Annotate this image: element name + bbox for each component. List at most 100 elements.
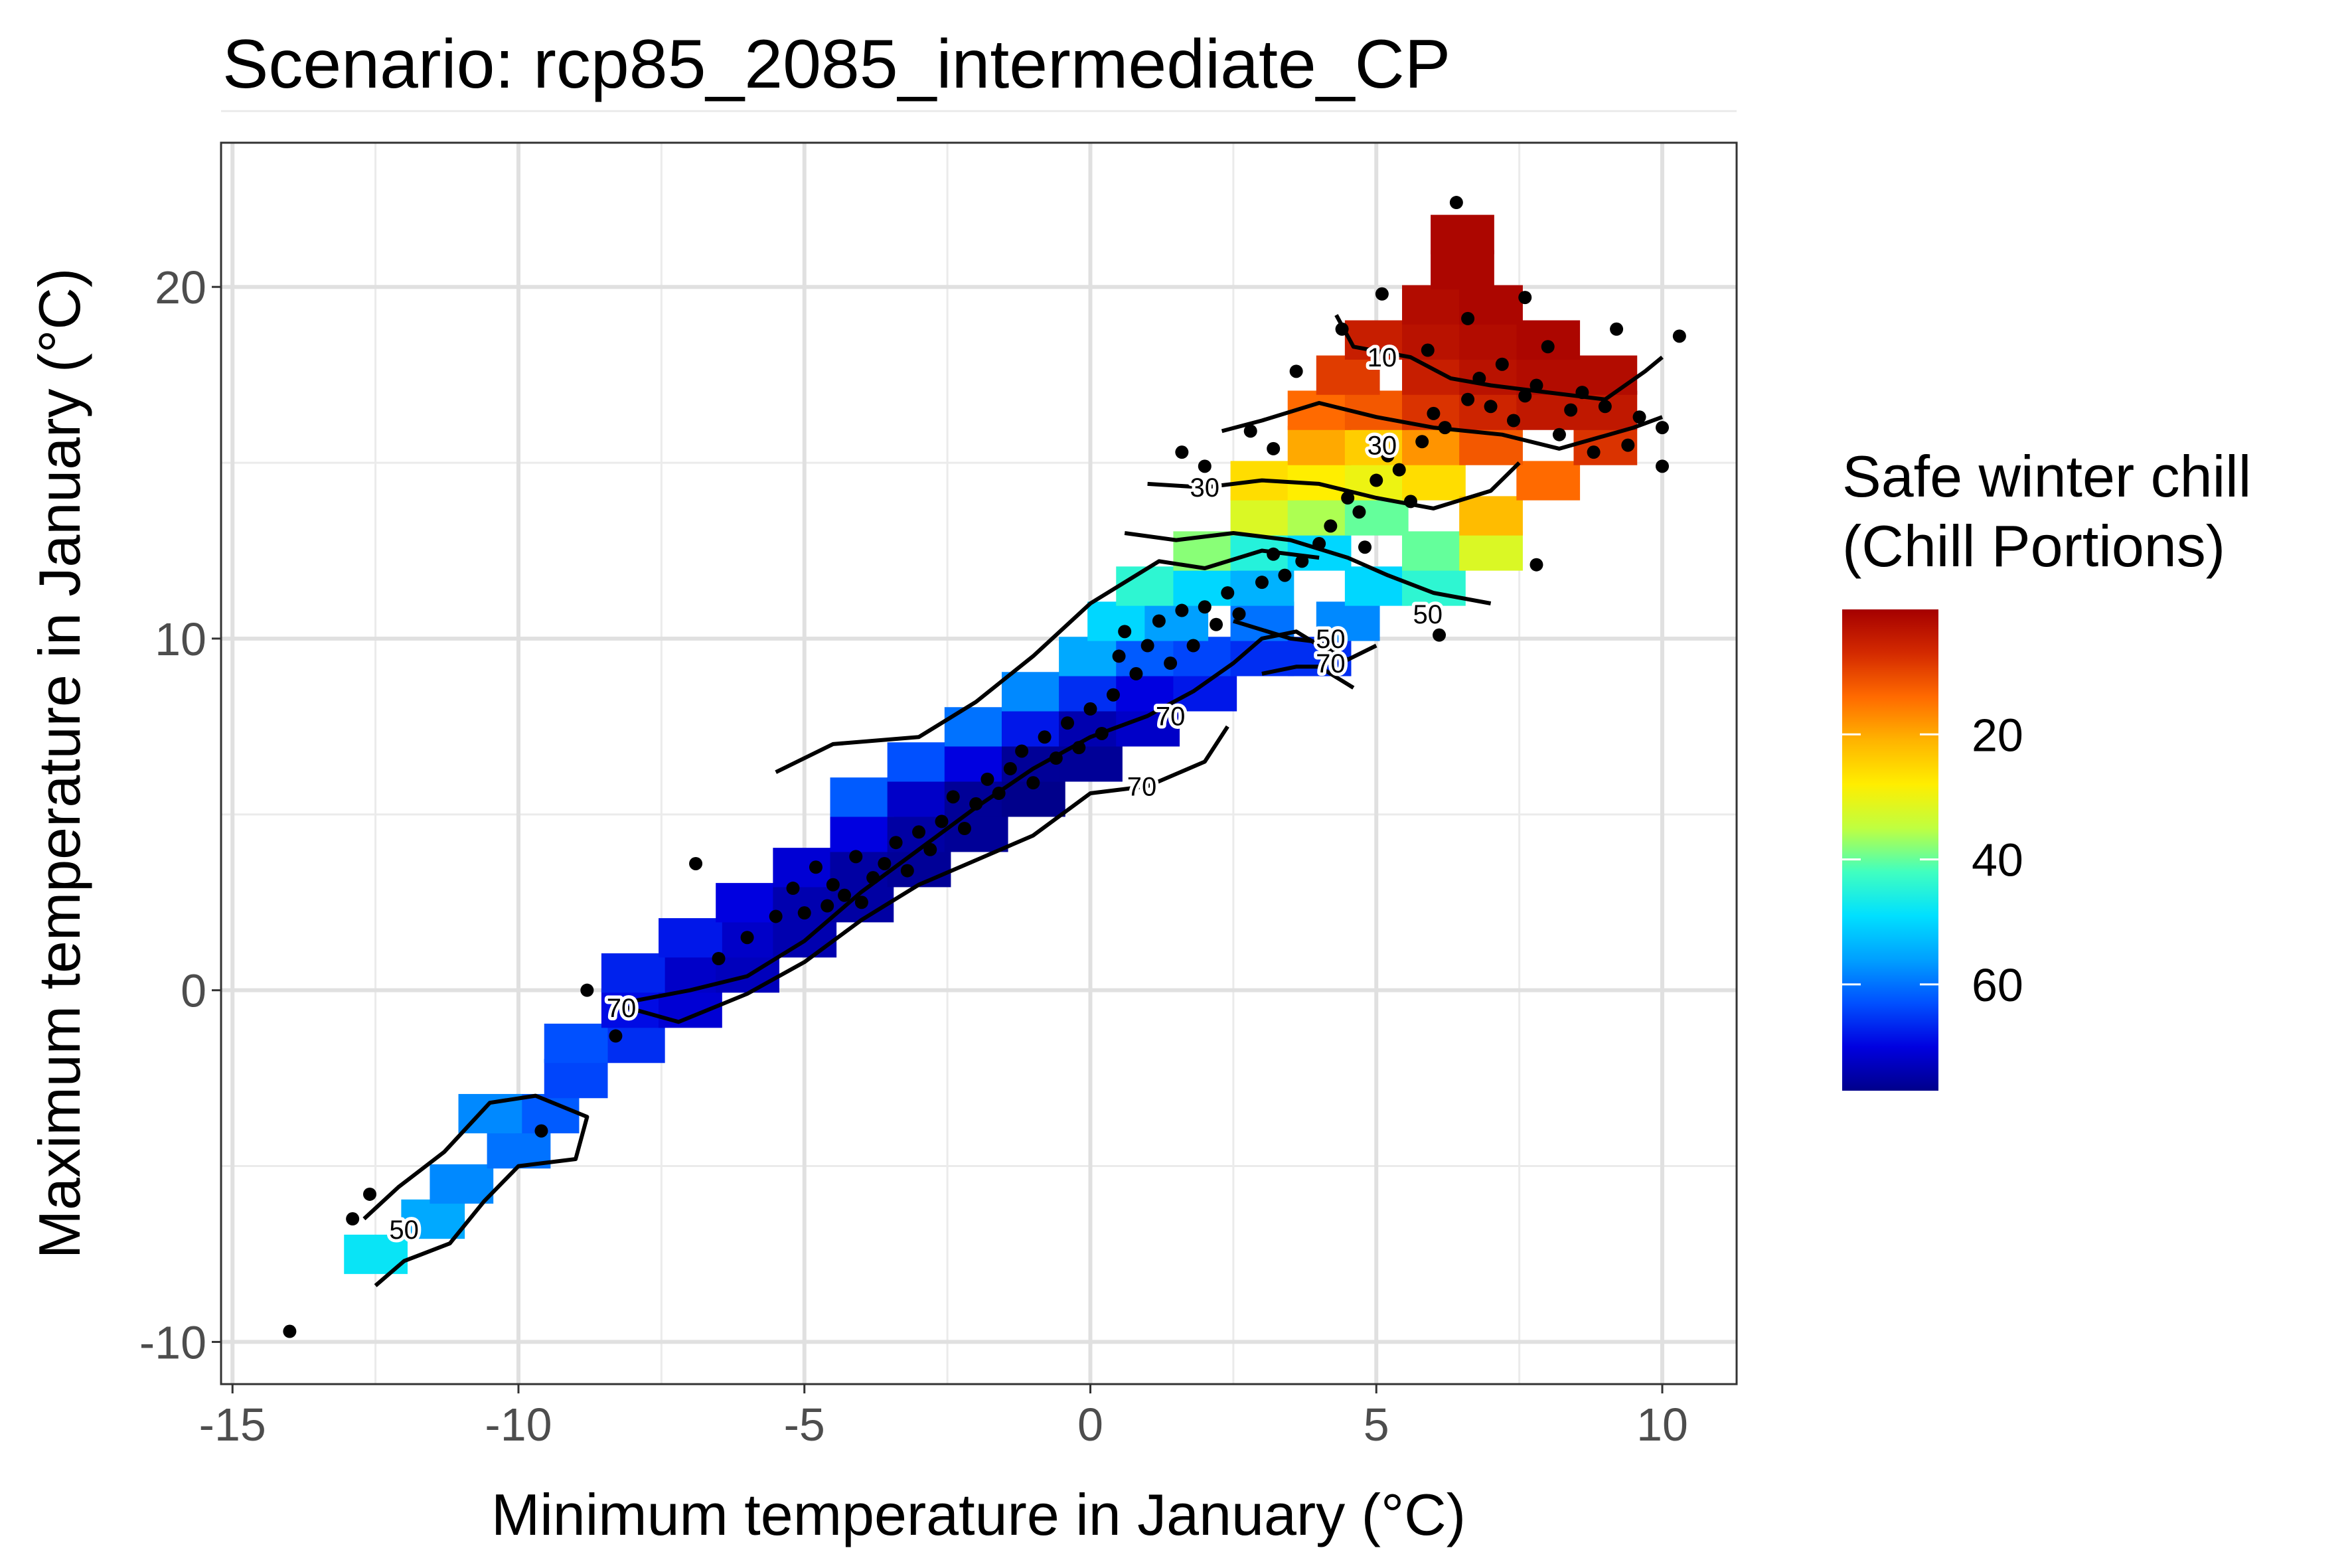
observation-point: [826, 878, 840, 892]
observation-point: [609, 1029, 623, 1043]
observation-point: [786, 882, 800, 896]
panel-border: [220, 141, 1738, 1385]
contour-line-50: [775, 548, 1320, 774]
observation-point: [1621, 438, 1635, 452]
y-tick-label: -10: [139, 1316, 206, 1368]
surface-cell: [544, 1058, 608, 1099]
observation-point: [1427, 406, 1441, 420]
observation-point: [809, 860, 823, 874]
observation-point: [838, 888, 852, 902]
y-tick-label: 20: [155, 262, 206, 313]
contour-label: 70: [1156, 702, 1186, 731]
observation-point: [1095, 726, 1109, 740]
observation-point: [866, 871, 880, 885]
surface-cell: [1402, 355, 1466, 395]
x-tick-label: -15: [199, 1399, 266, 1450]
surface-cell: [601, 1024, 665, 1063]
observation-point: [1461, 311, 1475, 325]
legend-tick-label: 60: [1972, 959, 2023, 1011]
surface-cell: [430, 1164, 494, 1204]
surface-cell: [1459, 496, 1523, 536]
observation-point: [992, 787, 1006, 801]
observation-point: [1358, 540, 1372, 554]
observation-point: [1518, 389, 1532, 403]
observation-point: [1552, 428, 1566, 441]
surface-cell: [716, 953, 779, 993]
legend-colorbar: [1842, 609, 1938, 1091]
observation-point: [1461, 392, 1475, 406]
observation-point: [1038, 730, 1052, 744]
surface-cell: [659, 918, 722, 958]
observation-point: [1507, 414, 1521, 428]
observation-point: [1575, 386, 1589, 400]
observation-point: [1564, 403, 1578, 417]
contour-line-30: [1221, 401, 1664, 451]
observation-point: [362, 1187, 376, 1201]
y-tick-label: 0: [181, 965, 206, 1017]
observation-point: [740, 931, 754, 945]
observation-point: [821, 899, 834, 913]
observation-point: [1375, 287, 1389, 301]
y-tick-label: 10: [155, 613, 206, 665]
observation-point: [1003, 761, 1017, 775]
x-tick-label: 0: [1077, 1399, 1103, 1450]
contour-label: 70: [1127, 772, 1157, 801]
contour-label: 30: [1190, 473, 1220, 503]
observation-point: [1267, 441, 1281, 455]
observation-points: [283, 196, 1686, 1338]
observation-point: [1529, 378, 1543, 392]
contour-label: 70: [1316, 649, 1346, 678]
observation-point: [1472, 371, 1486, 385]
observation-point: [1015, 744, 1029, 758]
observation-point: [1118, 625, 1132, 639]
observation-point: [1106, 688, 1120, 702]
contour-label: 70: [607, 994, 637, 1023]
observation-point: [900, 864, 914, 878]
observation-point: [283, 1324, 297, 1338]
observation-point: [1518, 291, 1532, 305]
surface-cell: [1344, 426, 1409, 465]
x-tick-label: -10: [485, 1399, 552, 1450]
observation-point: [1392, 463, 1406, 477]
observation-point: [1083, 702, 1097, 716]
observation-point: [580, 983, 594, 997]
surface-cell: [601, 953, 665, 993]
surface-cell: [830, 777, 894, 817]
observation-point: [912, 825, 926, 839]
observation-point: [849, 850, 863, 864]
observation-point: [712, 952, 726, 966]
observation-point: [1656, 421, 1670, 435]
contour-line-50: [362, 1093, 589, 1287]
observation-point: [1198, 600, 1212, 614]
observation-point: [1324, 519, 1338, 533]
contour-line-70: [1261, 665, 1355, 690]
surface-cell: [401, 1199, 465, 1239]
contour-label: 50: [389, 1215, 419, 1245]
observation-point: [1421, 343, 1435, 357]
observation-point: [1403, 495, 1417, 509]
contour-line-70: [615, 725, 1229, 1024]
observation-point: [1341, 491, 1355, 505]
observation-point: [1381, 449, 1395, 463]
contour-label: 50: [1413, 600, 1443, 629]
y-axis: -10 0 10 20: [139, 262, 221, 1368]
surface-cell: [1402, 426, 1466, 465]
observation-point: [980, 772, 994, 786]
surface-cell: [1287, 496, 1352, 536]
observation-point: [1210, 617, 1223, 631]
observation-point: [1598, 400, 1612, 414]
surface-cell: [1459, 320, 1523, 360]
observation-point: [1415, 435, 1429, 449]
observation-point: [1656, 459, 1670, 473]
surface-cell: [1230, 496, 1294, 536]
observation-point: [1587, 445, 1601, 459]
observation-point: [946, 790, 960, 804]
surface-cell: [1316, 601, 1380, 641]
surface-cell: [716, 883, 779, 923]
observation-point: [1049, 751, 1063, 765]
observation-point: [1152, 614, 1166, 628]
surface-cell: [1402, 531, 1466, 571]
surface-cell: [1402, 320, 1466, 360]
